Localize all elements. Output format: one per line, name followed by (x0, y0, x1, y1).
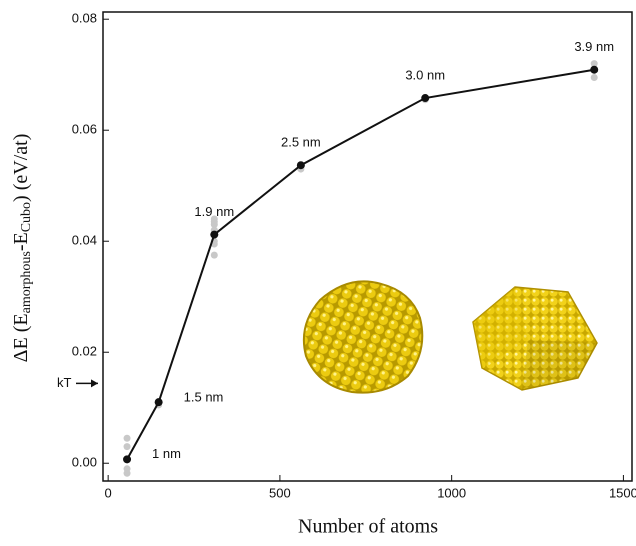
point-label: 3.0 nm (405, 67, 445, 82)
y-title-part: amorphous (19, 251, 34, 313)
sample-point (124, 470, 131, 477)
nanoparticle-amorphous (304, 281, 422, 392)
x-axis-title: Number of atoms (298, 516, 438, 538)
x-tick-label: 500 (269, 485, 291, 500)
point (297, 161, 305, 169)
y-tick-label: 0.04 (72, 233, 97, 248)
y-axis-title: ΔE (Eamorphous-ECubo) (eV/at) (10, 134, 35, 363)
y-title-part: -E (10, 232, 32, 251)
plot-frame (103, 12, 632, 481)
y-tick-label: 0.06 (72, 122, 97, 137)
point (590, 66, 598, 74)
chart: Number of atoms ΔE (Eamorphous-ECubo) (e… (0, 0, 636, 546)
point-label: 1.9 nm (194, 204, 234, 219)
kt-arrowhead (91, 379, 98, 387)
y-title-part: ΔE (E (10, 313, 32, 362)
point (421, 94, 429, 102)
x-tick-label: 1000 (437, 485, 466, 500)
y-tick-label: 0.02 (72, 344, 97, 359)
sample-point (591, 74, 598, 81)
point (123, 455, 131, 463)
point-label: 1.5 nm (184, 390, 224, 405)
point-label: 2.5 nm (281, 135, 321, 150)
point (155, 398, 163, 406)
y-title-part: Cubo (19, 202, 34, 232)
y-tick-label: 0.00 (72, 455, 97, 470)
nanoparticle-cuboctahedron (473, 287, 597, 390)
x-tick-label: 0 (105, 485, 112, 500)
sample-point (124, 443, 131, 450)
kt-label: kT (57, 375, 72, 390)
point-label: 1 nm (152, 446, 181, 461)
sample-point (124, 435, 131, 442)
x-tick-label: 1500 (609, 485, 636, 500)
y-title-part: ) (eV/at) (10, 134, 32, 202)
y-tick-label: 0.08 (72, 11, 97, 26)
point-label: 3.9 nm (574, 39, 614, 54)
sample-point (211, 252, 218, 259)
point (210, 231, 218, 239)
